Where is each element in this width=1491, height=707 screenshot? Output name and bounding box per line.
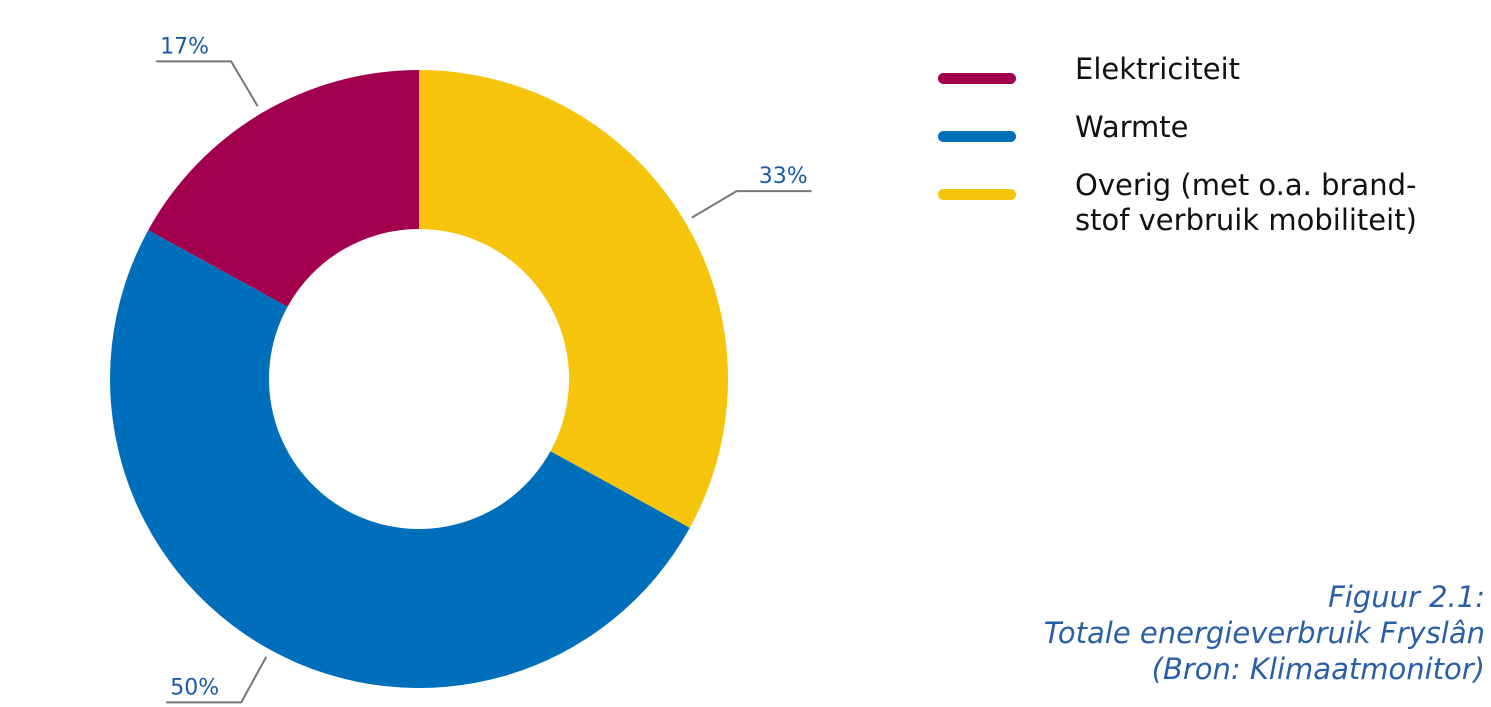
data-label-overig: 33% <box>759 164 808 189</box>
leader-line-overig <box>691 190 812 219</box>
legend-swatch-elektriciteit <box>938 73 1016 84</box>
legend: Elektriciteit Warmte Overig (met o.a. br… <box>938 52 1491 261</box>
legend-item-warmte: Warmte <box>938 110 1491 145</box>
caption-figure-number: Figuur 2.1: <box>1328 580 1485 614</box>
legend-item-elektriciteit: Elektriciteit <box>938 52 1491 87</box>
leader-line-warmte <box>166 656 268 704</box>
leader-line-elektriciteit <box>156 60 259 107</box>
data-label-warmte: 50% <box>170 675 219 700</box>
donut-slices <box>109 70 728 688</box>
legend-label-warmte: Warmte <box>1075 110 1189 144</box>
legend-label-overig-line1: Overig (met o.a. brand- <box>1075 168 1417 202</box>
caption-title: Totale energieverbruik Fryslân <box>1043 616 1485 650</box>
slice-warmte <box>109 230 690 688</box>
percentage-labels: 33% 50% 17% <box>160 34 807 700</box>
legend-label-overig-line2: stof verbruik mobiliteit) <box>1075 203 1417 237</box>
caption-source: (Bron: Klimaatmonitor) <box>1151 652 1485 686</box>
label-leader-lines <box>156 60 812 704</box>
legend-swatch-warmte <box>938 131 1016 142</box>
legend-label-overig: Overig (met o.a. brand- stof verbruik mo… <box>1075 168 1491 238</box>
legend-swatch-overig <box>938 189 1016 200</box>
legend-label-elektriciteit: Elektriciteit <box>1075 52 1241 86</box>
figure-caption: Figuur 2.1: Totale energieverbruik Frysl… <box>1044 579 1485 687</box>
data-label-elektriciteit: 17% <box>160 34 209 59</box>
slice-overig <box>419 70 728 528</box>
slice-elektriciteit <box>148 70 419 307</box>
legend-item-overig: Overig (met o.a. brand- stof verbruik mo… <box>938 168 1491 238</box>
